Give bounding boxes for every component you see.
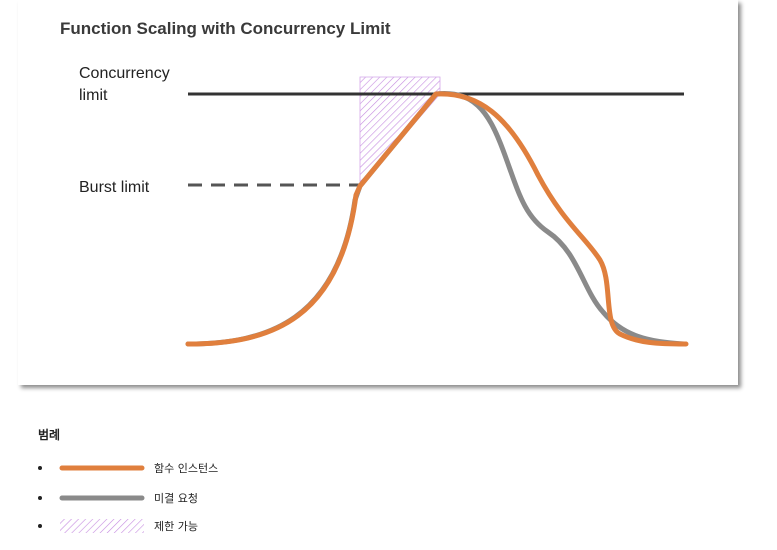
function-instances-curve	[185, 91, 689, 347]
concurrency-limit-label-line2: limit	[79, 87, 108, 104]
bullet-icon	[38, 496, 42, 500]
legend-title: 범례	[38, 428, 61, 442]
legend-item-function-instances: 함수 인스턴스	[38, 460, 218, 476]
diagram-title: Function Scaling with Concurrency Limit	[60, 19, 391, 38]
bullet-icon	[38, 524, 42, 528]
scaling-diagram-canvas: Function Scaling with Concurrency Limit …	[60, 19, 689, 347]
concurrency-limit-label-line1: Concurrency	[79, 65, 170, 82]
orange-line-swatch-icon	[58, 460, 146, 476]
bullet-icon	[38, 466, 42, 470]
burst-limit-label: Burst limit	[79, 179, 150, 196]
gray-line-swatch-icon	[58, 490, 146, 506]
hatched-swatch-icon	[58, 518, 146, 534]
legend-label: 미결 요청	[154, 492, 198, 505]
legend-item-open-requests: 미결 요청	[38, 490, 198, 506]
legend-item-throttled: 제한 가능	[38, 518, 198, 534]
legend-label: 함수 인스턴스	[154, 462, 219, 475]
legend-label: 제한 가능	[154, 520, 198, 533]
scaling-diagram: Function Scaling with Concurrency Limit …	[18, 0, 738, 385]
